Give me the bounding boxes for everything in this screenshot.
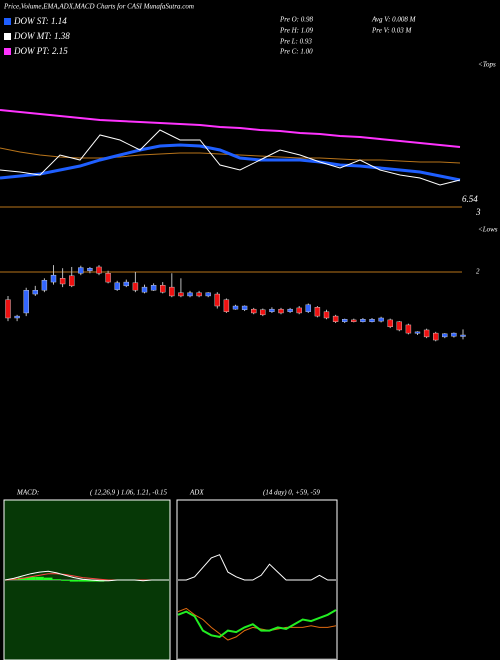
candle-body xyxy=(296,307,302,314)
histogram-bar xyxy=(78,580,87,582)
candle-body xyxy=(105,273,111,283)
series-line xyxy=(178,554,336,581)
stat-label: Pre C: 1.00 xyxy=(279,48,313,56)
histogram-bar xyxy=(87,580,96,582)
candle-body xyxy=(278,308,284,314)
candle-body xyxy=(360,319,366,322)
candle-body xyxy=(305,304,311,312)
series-line xyxy=(177,609,337,638)
candle-body xyxy=(132,282,139,291)
candle-body xyxy=(150,285,157,291)
legend-swatch xyxy=(4,33,11,40)
candle-body xyxy=(460,334,466,337)
page-title: Price,Volume,EMA,ADX,MACD Charts for CAS… xyxy=(3,3,194,11)
candle-body xyxy=(387,319,393,328)
legend-swatch xyxy=(4,18,11,25)
candle-body xyxy=(23,290,29,314)
legend-label: DOW MT: 1.38 xyxy=(13,31,70,41)
candle-body xyxy=(59,278,66,285)
candle-body xyxy=(41,279,48,291)
series-line xyxy=(0,129,461,186)
panel xyxy=(176,499,338,660)
annotation: 3 xyxy=(475,207,481,217)
series-line xyxy=(0,109,461,148)
candle-body xyxy=(196,292,202,297)
candle-body xyxy=(205,292,211,297)
annotation: 6.54 xyxy=(462,194,478,204)
candle-body xyxy=(351,319,357,322)
stat-label: Pre H: 1.09 xyxy=(279,27,313,35)
candle-body xyxy=(332,315,339,322)
candle-body xyxy=(250,308,257,314)
candle-body xyxy=(269,308,275,312)
candle-body xyxy=(423,329,430,338)
histogram-bar xyxy=(43,577,53,580)
stat-label: Pre O: 0.98 xyxy=(279,16,313,24)
series-line xyxy=(4,570,169,582)
stat-label: Avg V: 0.008 M xyxy=(371,16,417,24)
candle-body xyxy=(433,332,439,341)
y-tick-label: 2 xyxy=(476,268,480,276)
histogram-bar xyxy=(35,576,44,580)
histogram-bar xyxy=(52,579,62,580)
candle-body xyxy=(169,286,175,297)
candle-body xyxy=(342,319,348,322)
candle-body xyxy=(214,293,221,307)
panel-title: ADX xyxy=(189,489,204,497)
candle-body xyxy=(451,332,457,337)
candle-body xyxy=(241,305,248,310)
stat-label: Pre L: 0.93 xyxy=(279,38,312,46)
histogram-bar xyxy=(61,580,70,581)
candle-body xyxy=(442,333,448,338)
candle-body xyxy=(396,321,402,331)
candle-body xyxy=(369,319,375,322)
legend-label: DOW ST: 1.14 xyxy=(13,16,67,26)
panel-title: MACD: xyxy=(16,489,39,497)
candle-body xyxy=(78,267,84,274)
candle-body xyxy=(178,292,184,297)
candle-body xyxy=(14,315,20,319)
candle-body xyxy=(323,311,330,319)
candle-body xyxy=(414,331,421,334)
panel-subtitle: ( 12,26,9 ) 1.06, 1.21, -0.15 xyxy=(90,489,167,497)
candle-body xyxy=(187,292,193,297)
annotation: <Lows xyxy=(478,226,498,234)
series-line xyxy=(4,573,169,581)
candle-body xyxy=(378,317,384,322)
stat-label: Pre V: 0.03 M xyxy=(371,27,412,35)
legend-label: DOW PT: 2.15 xyxy=(13,46,68,56)
candle-body xyxy=(50,274,57,283)
candle-body xyxy=(232,305,239,310)
candle-body xyxy=(68,275,75,287)
candle-body xyxy=(87,268,93,271)
candle-body xyxy=(405,324,412,334)
candle-body xyxy=(5,299,11,319)
histogram-bar xyxy=(26,576,36,580)
candle-body xyxy=(32,290,38,295)
candle-body xyxy=(96,266,102,274)
annotation: <Tops xyxy=(478,61,496,69)
candle-body xyxy=(123,281,130,287)
candle-body xyxy=(287,308,293,312)
histogram-bar xyxy=(69,580,79,582)
panel-subtitle: (14 day) 0, +59, -59 xyxy=(263,489,320,497)
legend-swatch xyxy=(4,48,11,55)
candle-body xyxy=(159,285,166,293)
candle-body xyxy=(314,307,321,317)
candle-body xyxy=(141,286,148,293)
candle-body xyxy=(114,282,120,290)
candle-body xyxy=(260,309,266,316)
series-line xyxy=(0,143,461,182)
candle-body xyxy=(223,299,230,312)
